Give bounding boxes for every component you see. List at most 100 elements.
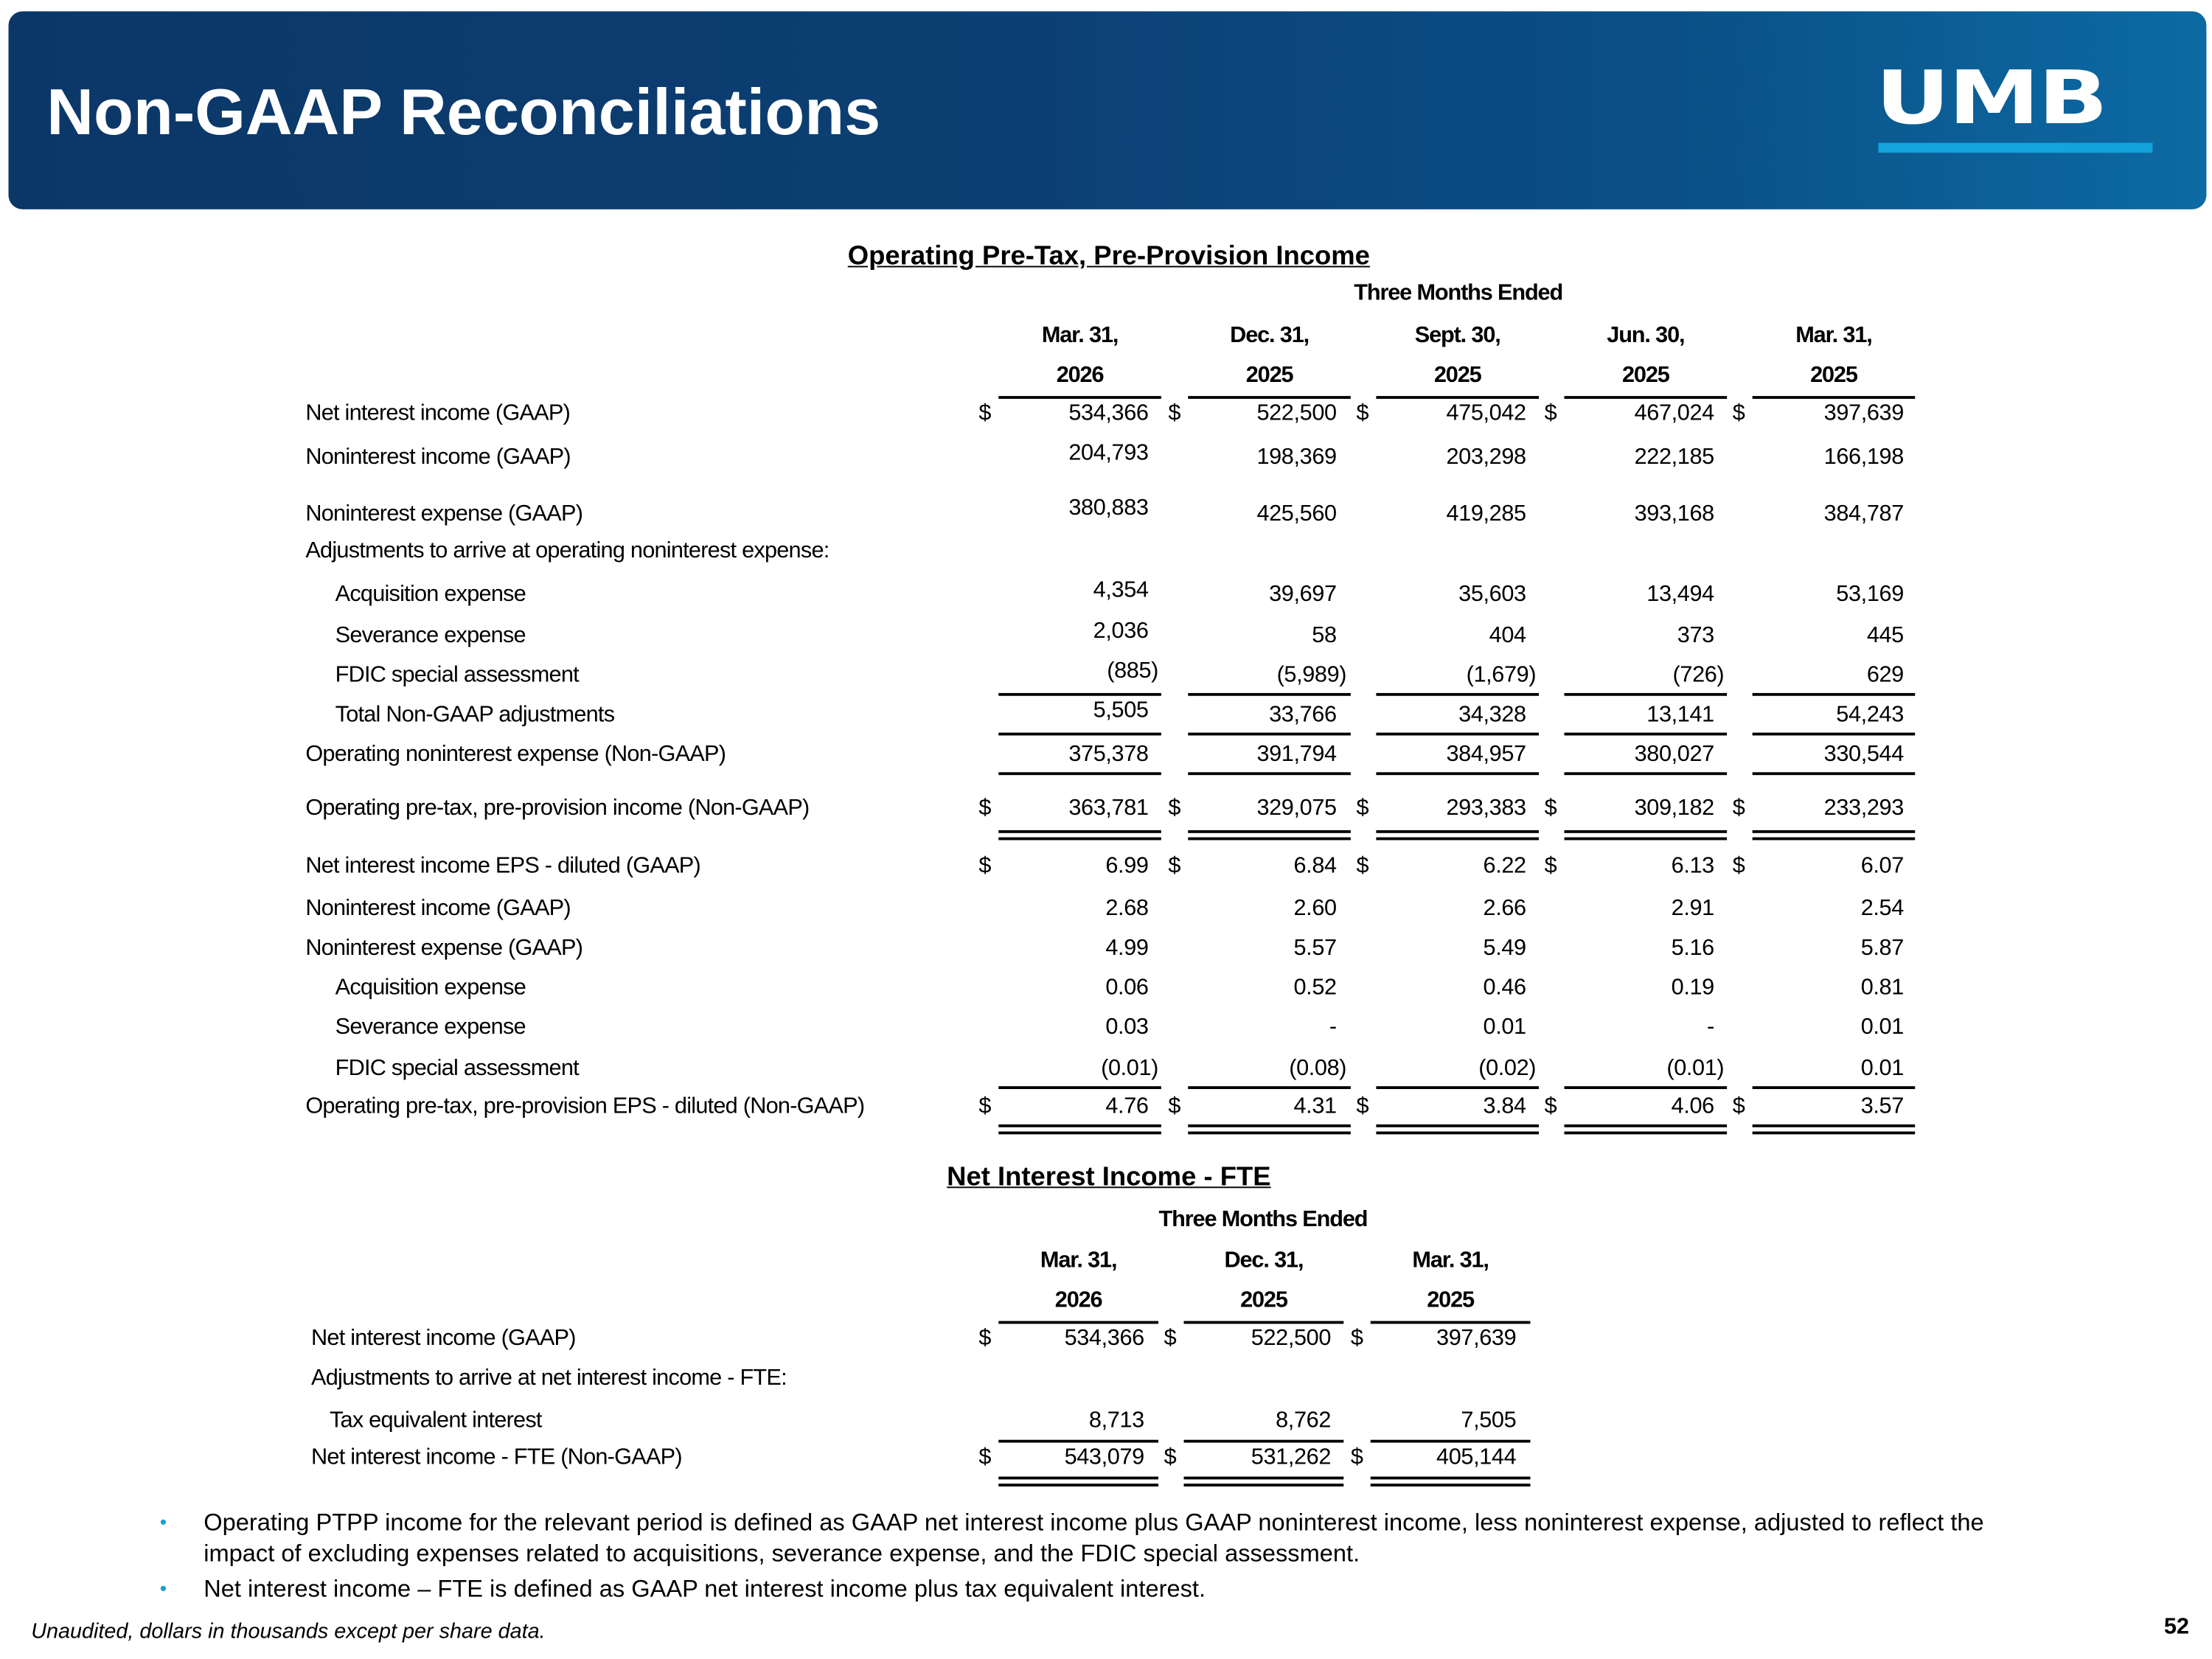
- cell-value: 8,762: [1276, 1408, 1332, 1433]
- cell-value: 6.22: [1483, 854, 1527, 879]
- cell-value: 6.13: [1671, 854, 1715, 879]
- rule-line: [1188, 732, 1351, 736]
- column-header-underline: [1370, 1321, 1531, 1324]
- rule-line: [1376, 837, 1540, 841]
- row-label: Acquisition expense: [335, 582, 526, 607]
- cell-value: 166,198: [1823, 445, 1905, 470]
- cell-value: 4.31: [1293, 1094, 1337, 1119]
- rule-line: [998, 1131, 1161, 1135]
- cell-value: 534,366: [1064, 1326, 1145, 1351]
- rule-line: [1564, 732, 1728, 736]
- cell-value: 293,383: [1446, 796, 1526, 821]
- rule-line: [998, 1124, 1161, 1127]
- rule-line: [1376, 830, 1540, 833]
- rule-line: [998, 772, 1161, 776]
- column-header-year: 2025: [1810, 363, 1858, 388]
- row-label: Operating pre-tax, pre-provision income …: [305, 796, 810, 821]
- cell-value: 309,182: [1634, 796, 1715, 821]
- dollar-sign: $: [1544, 1094, 1557, 1119]
- dollar-sign: $: [1356, 1094, 1369, 1119]
- cell-value: 522,500: [1256, 401, 1337, 426]
- dollar-sign: $: [1544, 401, 1557, 426]
- cell-value: 4,354: [1093, 578, 1149, 603]
- cell-value: 534,366: [1068, 401, 1149, 426]
- cell-value: 380,883: [1068, 496, 1149, 521]
- row-label: Net interest income (GAAP): [311, 1326, 576, 1351]
- cell-value: (0.01): [1666, 1056, 1725, 1081]
- cell-value: 384,957: [1446, 742, 1526, 767]
- rule-line: [1752, 732, 1916, 736]
- cell-value: 5.49: [1483, 936, 1527, 961]
- rule-line: [1564, 1131, 1728, 1135]
- dollar-sign: $: [1164, 1445, 1177, 1470]
- dollar-sign: $: [1544, 796, 1557, 821]
- column-header-month: Mar. 31,: [1412, 1248, 1489, 1273]
- rule-line: [1183, 1484, 1344, 1487]
- column-header-underline: [998, 1321, 1159, 1324]
- bullet-icon: •: [159, 1576, 167, 1600]
- rule-line: [1188, 1124, 1351, 1127]
- rule-line: [1564, 772, 1728, 776]
- cell-value: (5,989): [1276, 663, 1347, 688]
- cell-value: 4.99: [1105, 936, 1149, 961]
- row-label: Acquisition expense: [335, 975, 526, 1001]
- cell-value: 58: [1312, 623, 1337, 648]
- column-header-month: Mar. 31,: [1041, 324, 1119, 348]
- dollar-sign: $: [1168, 796, 1181, 821]
- row-label: FDIC special assessment: [335, 663, 580, 688]
- rule-line: [1752, 772, 1916, 776]
- page-title: Non-GAAP Reconciliations: [46, 74, 881, 149]
- cell-value: 330,544: [1823, 742, 1905, 767]
- cell-value: 53,169: [1836, 582, 1904, 607]
- column-header-underline: [1188, 396, 1351, 399]
- cell-value: 522,500: [1251, 1326, 1332, 1351]
- cell-value: 6.07: [1860, 854, 1905, 879]
- cell-value: 404: [1489, 623, 1526, 648]
- header-banner: Non-GAAP Reconciliations UMB: [8, 11, 2207, 209]
- table2-period-header: Three Months Ended: [1158, 1208, 1368, 1232]
- dollar-sign: $: [978, 1326, 992, 1351]
- page-number: 52: [2163, 1615, 2189, 1640]
- cell-value: 531,262: [1251, 1445, 1332, 1470]
- cell-value: 375,378: [1068, 742, 1149, 767]
- rule-line: [998, 1476, 1159, 1480]
- rule-line: [1752, 1124, 1916, 1127]
- column-header-year: 2025: [1433, 363, 1482, 388]
- cell-value: 233,293: [1823, 796, 1905, 821]
- rule-line: [1752, 692, 1916, 696]
- cell-value: 2.91: [1671, 897, 1715, 921]
- dollar-sign: $: [1356, 796, 1369, 821]
- column-header-underline: [1183, 1321, 1344, 1324]
- rule-line: [1376, 772, 1540, 776]
- rule-line: [1376, 1086, 1540, 1090]
- row-label: Noninterest income (GAAP): [305, 445, 571, 470]
- dollar-sign: $: [978, 1445, 992, 1470]
- bullet-text: Operating PTPP income for the relevant p…: [204, 1509, 1984, 1568]
- column-header-month: Mar. 31,: [1795, 324, 1873, 348]
- row-label: Adjustments to arrive at operating nonin…: [305, 538, 830, 563]
- cell-value: (885): [1107, 658, 1159, 684]
- cell-value: 425,560: [1256, 501, 1337, 526]
- rule-line: [1188, 1086, 1351, 1090]
- cell-value: 8,713: [1088, 1408, 1144, 1433]
- rule-line: [1188, 1131, 1351, 1135]
- rule-line: [1188, 692, 1351, 696]
- rule-line: [1752, 1086, 1916, 1090]
- table1-period-header: Three Months Ended: [1354, 281, 1563, 306]
- column-header-month: Jun. 30,: [1607, 324, 1685, 348]
- cell-value: -: [1329, 1015, 1337, 1040]
- rule-line: [1376, 692, 1540, 696]
- rule-line: [998, 692, 1161, 696]
- cell-value: 475,042: [1446, 401, 1526, 426]
- cell-value: 5.57: [1293, 936, 1337, 961]
- cell-value: 2.60: [1293, 897, 1337, 921]
- cell-value: 13,494: [1646, 582, 1714, 607]
- rule-line: [998, 1086, 1161, 1090]
- cell-value: 4.76: [1105, 1094, 1149, 1119]
- rule-line: [1564, 692, 1728, 696]
- cell-value: 35,603: [1458, 582, 1526, 607]
- cell-value: 6.84: [1293, 854, 1337, 879]
- dollar-sign: $: [1732, 1094, 1745, 1119]
- cell-value: 380,027: [1634, 742, 1715, 767]
- column-header-month: Dec. 31,: [1230, 324, 1310, 348]
